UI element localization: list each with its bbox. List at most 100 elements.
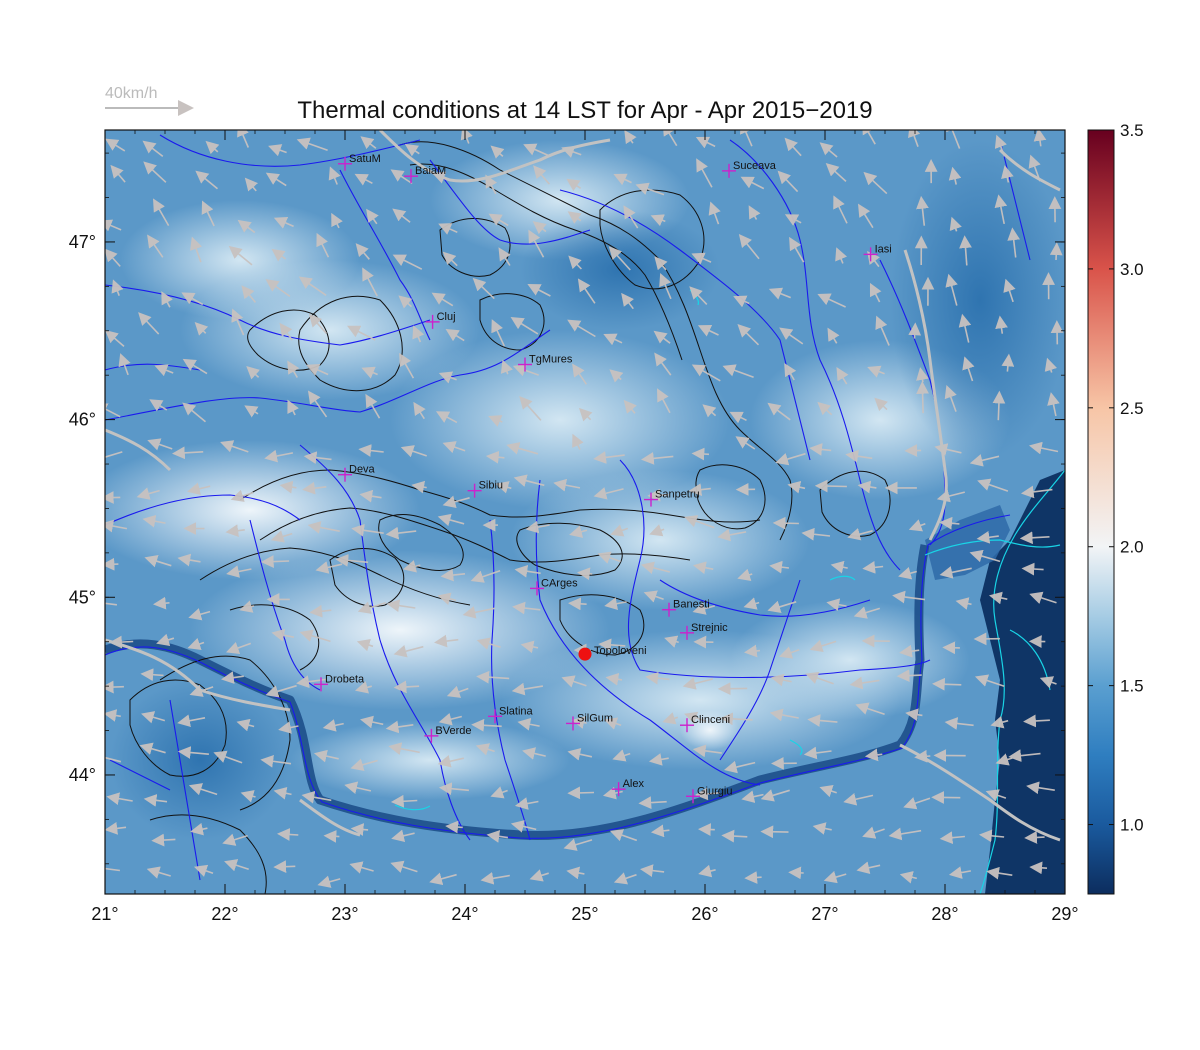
wind-arrow <box>945 273 958 306</box>
wind-arrow <box>442 441 466 454</box>
wind-arrow <box>362 267 378 297</box>
wind-arrow <box>287 360 300 378</box>
wind-arrow <box>1019 531 1050 545</box>
wind-arrow <box>151 833 176 847</box>
wind-arrow <box>577 278 596 304</box>
wind-arrow <box>323 830 340 843</box>
wind-arrow <box>769 708 799 722</box>
wind-arrow <box>514 797 539 810</box>
wind-arrow <box>355 243 370 260</box>
wind-arrow <box>308 313 327 334</box>
wind-arrow <box>572 433 584 450</box>
wind-arrow <box>193 864 214 877</box>
wind-arrow <box>640 864 665 877</box>
wind-arrow <box>1020 485 1053 499</box>
wind-arrow <box>691 364 721 382</box>
wind-arrow <box>691 447 710 461</box>
border-line <box>378 130 611 183</box>
wind-arrow <box>939 516 960 530</box>
wind-arrow <box>807 714 838 727</box>
wind-arrow <box>500 359 513 375</box>
wind-arrow <box>737 568 753 581</box>
wind-arrow <box>662 130 678 147</box>
wind-scale-label: 40km/h <box>105 85 157 102</box>
wind-arrow <box>608 246 631 271</box>
wind-arrow <box>520 640 539 654</box>
wind-arrow <box>862 130 876 145</box>
wind-arrow <box>399 352 415 379</box>
wind-arrow <box>695 787 720 801</box>
wind-arrow <box>649 524 665 537</box>
wind-arrow <box>273 860 296 874</box>
wind-arrow <box>188 608 211 621</box>
wind-arrow <box>138 312 160 335</box>
wind-arrow <box>147 438 173 451</box>
wind-arrow <box>490 145 505 159</box>
wind-arrow <box>1029 861 1048 875</box>
wind-arrow <box>908 519 926 532</box>
wind-arrow <box>144 555 172 568</box>
wind-arrow <box>738 234 760 260</box>
thermal-field-patch <box>890 140 1065 460</box>
city-marker: SilGum <box>566 712 613 731</box>
wind-arrow <box>221 671 244 684</box>
wind-arrow <box>863 171 888 195</box>
wind-arrow <box>429 872 457 886</box>
wind-arrow <box>569 525 588 538</box>
wind-arrow <box>603 333 623 346</box>
wind-arrow <box>105 519 128 533</box>
city-marker: Suceava <box>722 160 777 178</box>
wind-arrow <box>812 822 832 835</box>
wind-arrow <box>801 527 831 541</box>
wind-arrow <box>105 451 123 464</box>
highlight-label: Topoloveni <box>594 645 647 657</box>
wind-arrow <box>356 638 374 652</box>
wind-arrow <box>438 223 458 235</box>
wind-arrow <box>598 638 626 652</box>
city-marker: BaiaM <box>404 165 446 184</box>
city-marker: Iasi <box>863 243 892 262</box>
wind-arrow <box>803 746 832 760</box>
wind-arrow <box>688 483 711 497</box>
wind-arrow <box>442 495 470 509</box>
wind-arrow <box>239 600 255 613</box>
wind-arrow <box>986 866 1013 880</box>
wind-arrow <box>231 308 245 336</box>
wind-arrow <box>741 790 764 803</box>
city-label: BVerde <box>435 725 471 737</box>
wind-arrow <box>1033 130 1047 147</box>
wind-arrow <box>650 824 670 838</box>
wind-arrow <box>994 194 1008 225</box>
river-line <box>619 459 931 679</box>
contour-line <box>479 293 545 351</box>
wind-arrow <box>744 871 762 884</box>
city-label: BaiaM <box>415 165 446 177</box>
wind-arrow <box>442 251 458 267</box>
contour-line <box>559 594 645 656</box>
wind-arrow <box>528 229 545 258</box>
wind-arrow <box>472 277 495 300</box>
wind-arrow <box>438 782 469 796</box>
wind-arrow <box>572 363 588 385</box>
contour-line <box>378 514 464 571</box>
wind-arrow <box>386 599 416 612</box>
wind-arrow <box>365 393 381 419</box>
wind-arrow <box>149 399 168 412</box>
wind-arrow <box>361 366 378 379</box>
wind-arrow <box>720 712 753 726</box>
wind-arrow <box>264 449 294 463</box>
wind-arrow <box>948 866 972 879</box>
wind-arrow <box>916 381 929 414</box>
wind-arrow <box>995 315 1008 334</box>
wind-arrow <box>307 390 328 418</box>
wind-arrow <box>446 685 469 698</box>
lon-tick-label: 23° <box>331 904 358 924</box>
wind-arrow <box>240 790 256 803</box>
river-line <box>109 759 171 791</box>
wind-arrow <box>869 282 882 303</box>
wind-arrow <box>874 397 888 412</box>
wind-arrow <box>400 445 427 458</box>
wind-arrow <box>360 136 377 150</box>
wind-arrow <box>733 295 750 308</box>
city-marker: Deva <box>338 464 376 482</box>
